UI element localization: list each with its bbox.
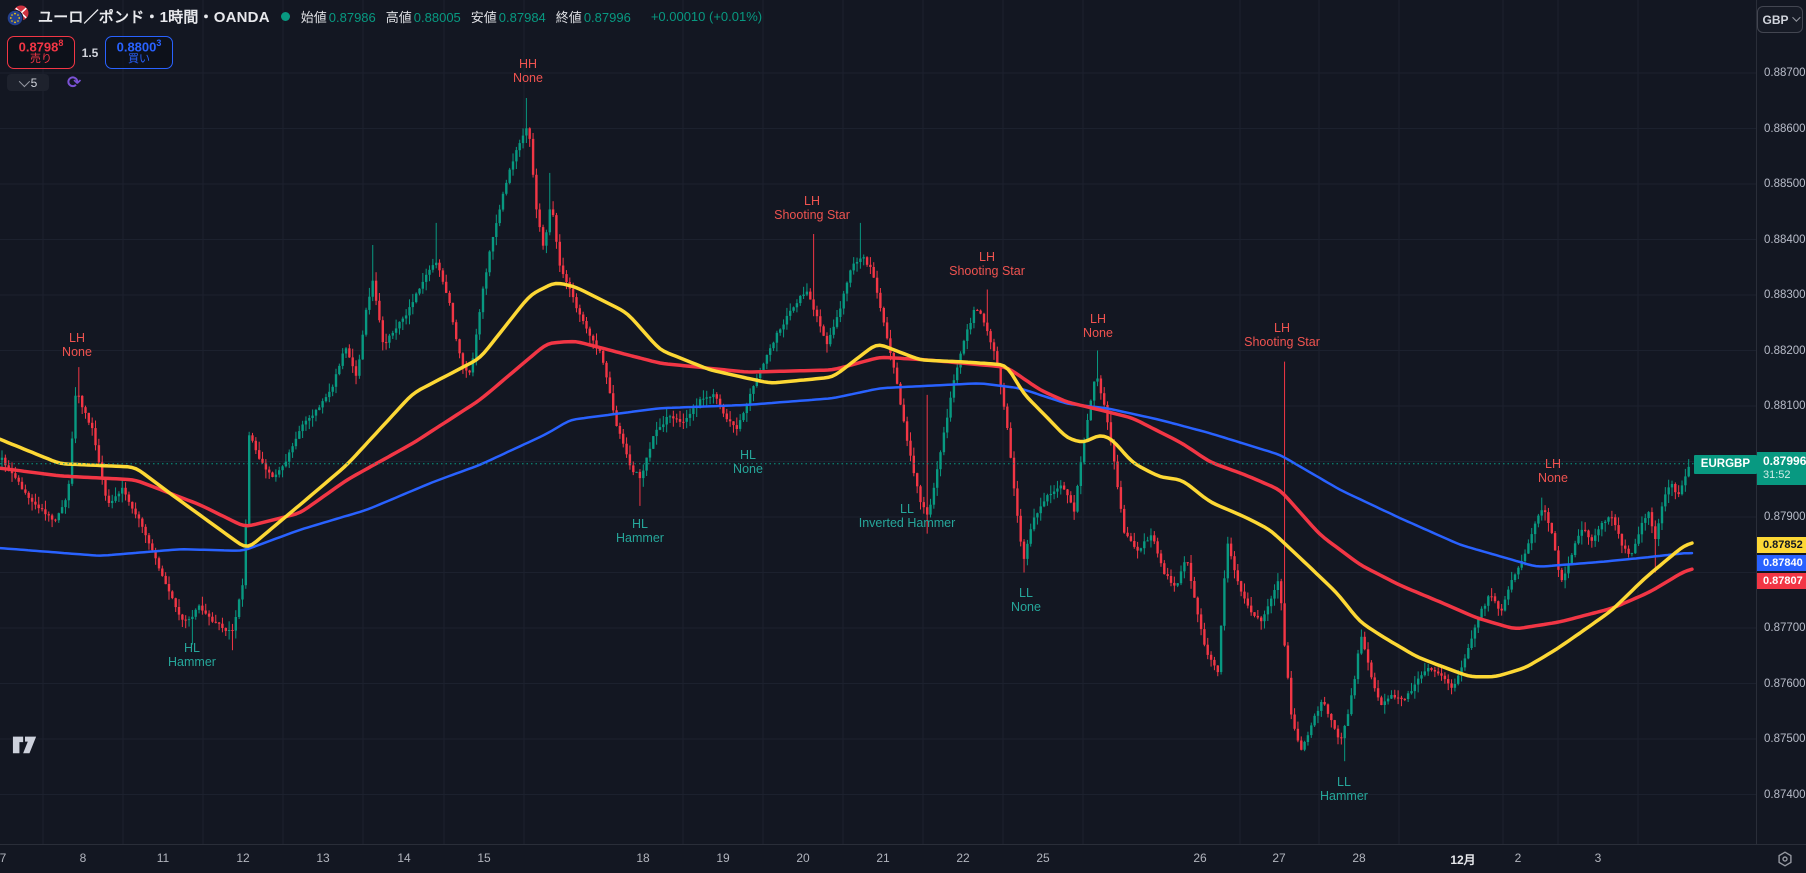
symbol-price-tag: EURGBP (1693, 454, 1757, 474)
time-tick: 15 (477, 851, 491, 865)
time-tick: 12 (236, 851, 250, 865)
time-tick: 25 (1036, 851, 1050, 865)
time-axis[interactable]: 7 8 11 12 13 14 15 18 19 20 21 22 25 26 27 28 12月 2 3 (0, 844, 1806, 873)
tradingview-logo[interactable] (10, 731, 40, 762)
annotation-bearish: LH (1545, 457, 1561, 471)
candles-layer (0, 98, 1690, 762)
currency-pair-flag-icon (6, 5, 29, 27)
time-tick: 8 (79, 851, 87, 865)
ohlc-item: 始値 0.87986 (300, 9, 376, 25)
annotation-bearish: Shooting Star (1244, 335, 1320, 349)
symbol-legend[interactable]: ユーロ／ポンド・1時間・OANDA 始値 0.87986 高値 0.88005 安値 0.… (6, 5, 762, 27)
time-tick: 22 (956, 851, 970, 865)
time-tick: 18 (636, 851, 650, 865)
price-scale[interactable]: 0.88700 0.88600 0.88500 0.88400 0.88300 0.882… (1756, 0, 1806, 845)
time-tick: 2 (1514, 851, 1522, 865)
annotation-bullish: HL (184, 641, 200, 655)
annotation-bullish: LL (900, 502, 914, 516)
annotation-bullish: Hammer (1320, 789, 1368, 803)
ohlc-readout: 始値 0.87986 高値 0.88005 安値 0.87984 終値 0.87996 +0.… (301, 7, 762, 26)
time-tick: 26 (1193, 851, 1207, 865)
bar-countdown: 31:52 (1763, 468, 1791, 481)
annotation-bullish: LL (1337, 775, 1351, 789)
legend-toolbar: 5 ⟳ (7, 74, 81, 91)
candlestick-chart[interactable]: LHNoneHLHammerHHNoneHLHammerHLNoneLHShoo… (0, 0, 1757, 845)
ohlc-item: 終値 0.87996 (555, 9, 631, 25)
annotation-bearish: None (1083, 326, 1113, 340)
annotation-bearish: HH (519, 57, 537, 71)
annotation-bearish: None (62, 345, 92, 359)
price-tick: 0.87500 (1764, 733, 1806, 745)
annotation-bearish: Shooting Star (949, 264, 1025, 278)
trade-panel: 0.87988 売り 1.5 0.88003 買い (7, 36, 173, 69)
annotation-bullish: HL (632, 517, 648, 531)
current-price: 0.87996 (1763, 453, 1806, 468)
price-tick: 0.88400 (1764, 233, 1806, 246)
ohlc-item: 安値 0.87984 (470, 9, 546, 25)
market-open-dot-icon[interactable] (280, 11, 290, 21)
time-tick: 13 (316, 851, 330, 865)
time-tick: 28 (1352, 851, 1366, 865)
ohlc-item: 高値 0.88005 (385, 9, 461, 25)
time-tick: 11 (156, 851, 170, 865)
time-tick: 19 (716, 851, 730, 865)
ma-price-label-red: 0.87807 (1757, 573, 1806, 589)
currency-unit-button[interactable]: GBP (1757, 6, 1803, 33)
time-tick: 21 (876, 851, 890, 865)
price-tick: 0.88500 (1764, 178, 1806, 190)
time-settings-gear-icon[interactable] (1776, 850, 1794, 868)
annotation-bullish: Hammer (616, 531, 664, 545)
annotation-bearish: LH (804, 194, 820, 208)
price-tick: 0.87600 (1764, 677, 1806, 690)
price-change: +0.00010 (+0.01%) (650, 8, 763, 24)
price-tick: 0.88700 (1764, 67, 1806, 79)
annotation-bullish: HL (740, 448, 756, 462)
time-tick: 20 (796, 851, 810, 865)
chevron-down-icon (1791, 12, 1801, 22)
spread-value: 1.5 (81, 45, 99, 60)
indicator-collapse-button[interactable]: 5 (7, 74, 49, 91)
sell-label: 売り (30, 53, 52, 66)
annotation-bearish: None (513, 71, 543, 85)
annotation-bullish: Inverted Hammer (859, 516, 956, 530)
grid-lines (0, 0, 1757, 845)
annotation-bearish: LH (1090, 312, 1106, 326)
time-tick: 27 (1272, 851, 1286, 865)
buy-label: 買い (128, 53, 150, 66)
indicator-count: 5 (30, 75, 38, 90)
price-tick: 0.87900 (1764, 511, 1806, 523)
price-tick: 0.87400 (1764, 788, 1806, 801)
annotation-bullish: LL (1019, 586, 1033, 600)
time-tick: 12月 (1450, 853, 1476, 867)
price-tick: 0.87700 (1764, 622, 1806, 634)
pattern-annotations: LHNoneHLHammerHHNoneHLHammerHLNoneLHShoo… (62, 57, 1568, 803)
price-tick: 0.88600 (1764, 122, 1806, 135)
replay-icon[interactable]: ⟳ (67, 73, 82, 92)
price-tick: 0.88200 (1764, 344, 1806, 357)
time-tick: 14 (397, 851, 411, 865)
annotation-bearish: LH (979, 250, 995, 264)
annotation-bullish: None (733, 462, 763, 476)
annotation-bearish: LH (69, 331, 85, 345)
annotation-bearish: Shooting Star (774, 208, 850, 222)
price-tick: 0.88300 (1764, 289, 1806, 301)
ma-price-label-blue: 0.87840 (1757, 555, 1806, 571)
annotation-bearish: LH (1274, 321, 1290, 335)
annotation-bullish: Hammer (168, 655, 216, 669)
annotation-bullish: None (1011, 600, 1041, 614)
symbol-title[interactable]: ユーロ／ポンド・1時間・OANDA (38, 8, 270, 26)
time-tick: 7 (0, 851, 7, 865)
price-tick: 0.88100 (1764, 400, 1806, 412)
annotation-bearish: None (1538, 471, 1568, 485)
buy-button[interactable]: 0.88003 買い (105, 36, 173, 69)
current-price-label: 0.87996 31:52 (1757, 451, 1806, 485)
time-tick: 3 (1594, 851, 1602, 865)
sell-button[interactable]: 0.87988 売り (7, 36, 75, 69)
ma-price-label-yellow: 0.87852 (1757, 537, 1806, 553)
chevron-down-icon (18, 75, 30, 87)
